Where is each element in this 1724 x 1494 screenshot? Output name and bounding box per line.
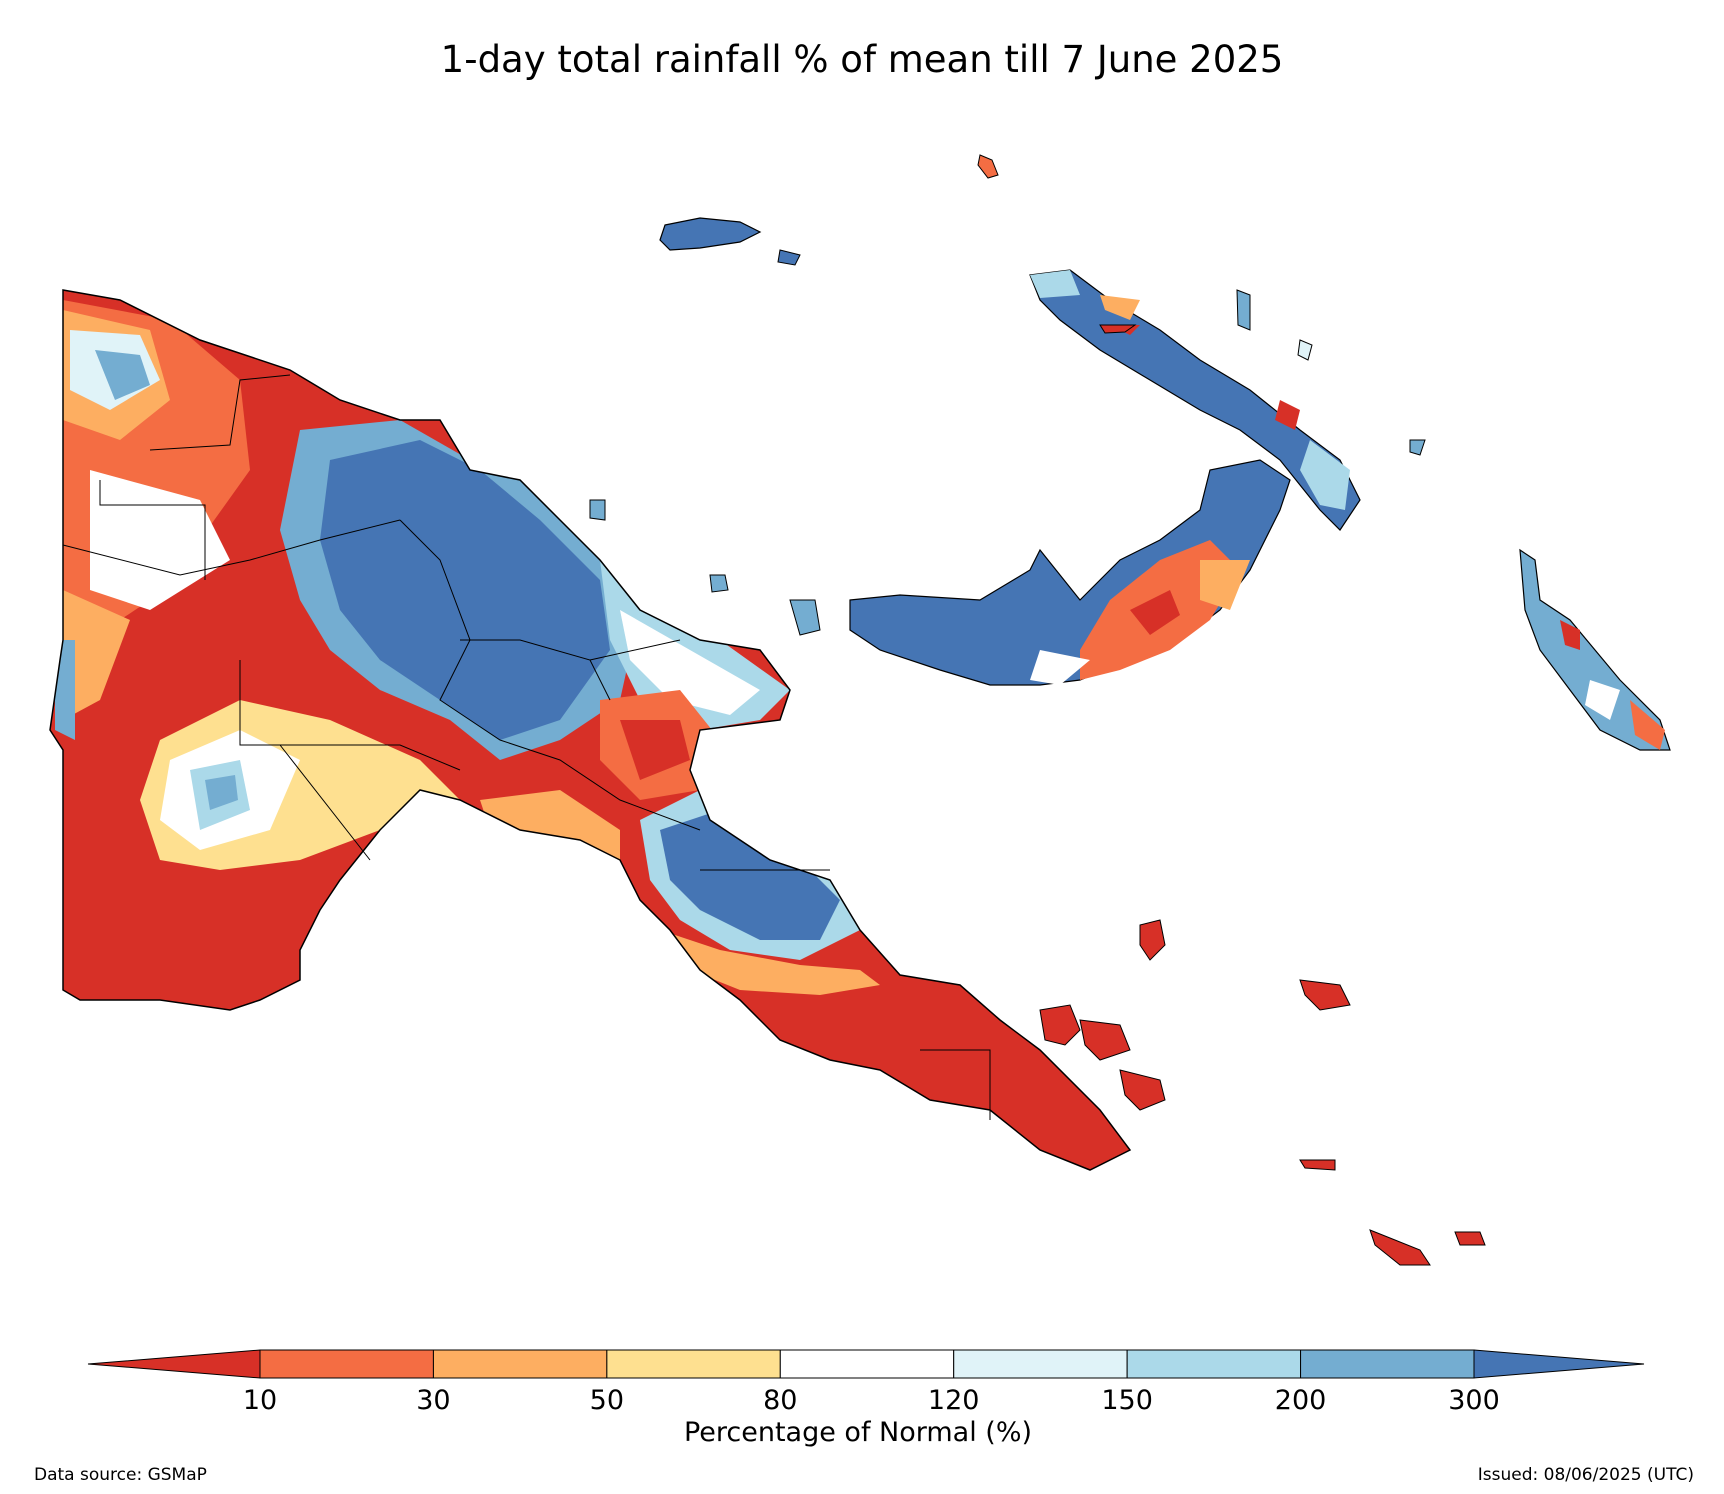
colorbar-extend-high	[1473, 1349, 1645, 1379]
colorbar-label: Percentage of Normal (%)	[0, 1417, 1724, 1448]
colorbar-extend-low	[87, 1349, 261, 1379]
colorbar-segment	[606, 1349, 781, 1379]
colorbar-tick-label: 50	[589, 1385, 625, 1416]
colorbar-segment	[779, 1349, 955, 1379]
new-britain	[849, 459, 1291, 686]
small-islands	[589, 154, 1486, 1266]
colorbar-segment	[1126, 1349, 1302, 1379]
map-title: 1-day total rainfall % of mean till 7 Ju…	[440, 38, 1284, 81]
colorbar-tick-label: 30	[416, 1385, 451, 1416]
colorbar-tick-label: 150	[1101, 1385, 1153, 1416]
province-boundaries	[62, 374, 991, 1120]
manus	[659, 217, 801, 266]
issued-date: Issued: 08/06/2025 (UTC)	[1477, 1465, 1694, 1485]
bougainville	[1519, 548, 1671, 751]
colorbar-segment	[432, 1349, 608, 1379]
colorbar-segment	[953, 1349, 1128, 1379]
colorbar-tick-label: 200	[1274, 1385, 1327, 1416]
colorbar-tick-label: 120	[927, 1385, 980, 1416]
colorbar-segment	[1300, 1349, 1475, 1379]
colorbar-label-text: Percentage of Normal (%)	[683, 1417, 1033, 1448]
colorbar-tick-label: 300	[1448, 1385, 1500, 1416]
colorbar-tick-label: 10	[242, 1385, 278, 1416]
colorbar-tick-label: 80	[763, 1385, 798, 1416]
data-source: Data source: GSMaP	[34, 1465, 207, 1485]
colorbar-segment	[259, 1349, 434, 1379]
mainland	[49, 289, 1132, 1171]
